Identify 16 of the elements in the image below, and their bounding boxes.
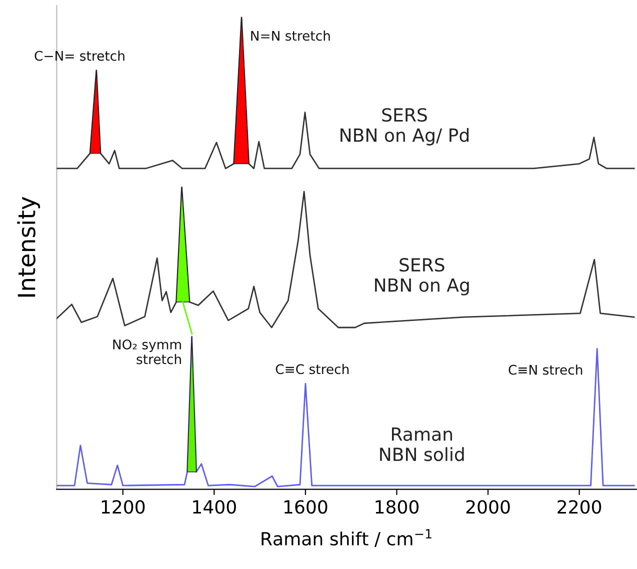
x-tick-label: 2000 (466, 500, 510, 514)
annotation: C≡N strech (508, 364, 582, 375)
y-axis-title: Intensity (17, 196, 40, 297)
annotation: NO₂ symm stretch (113, 339, 181, 364)
series-label: SERS NBN on Ag (375, 258, 469, 296)
series-label: Raman NBN solid (380, 428, 464, 462)
annotation: C−N= stretch (34, 50, 124, 61)
annotation: N=N stretch (251, 30, 330, 41)
x-tick-label: 1200 (102, 500, 145, 514)
x-axis-title: Raman shift / cm$^{−1}$ (262, 529, 432, 547)
x-tick-label: 1800 (376, 500, 419, 514)
annotation: C≡C strech (276, 364, 349, 374)
x-tick-label: 1400 (193, 500, 236, 514)
x-tick-label: 1600 (284, 500, 328, 514)
x-tick-label: 2200 (558, 500, 602, 514)
series-label: SERS NBN on Ag/ Pd (340, 108, 469, 146)
